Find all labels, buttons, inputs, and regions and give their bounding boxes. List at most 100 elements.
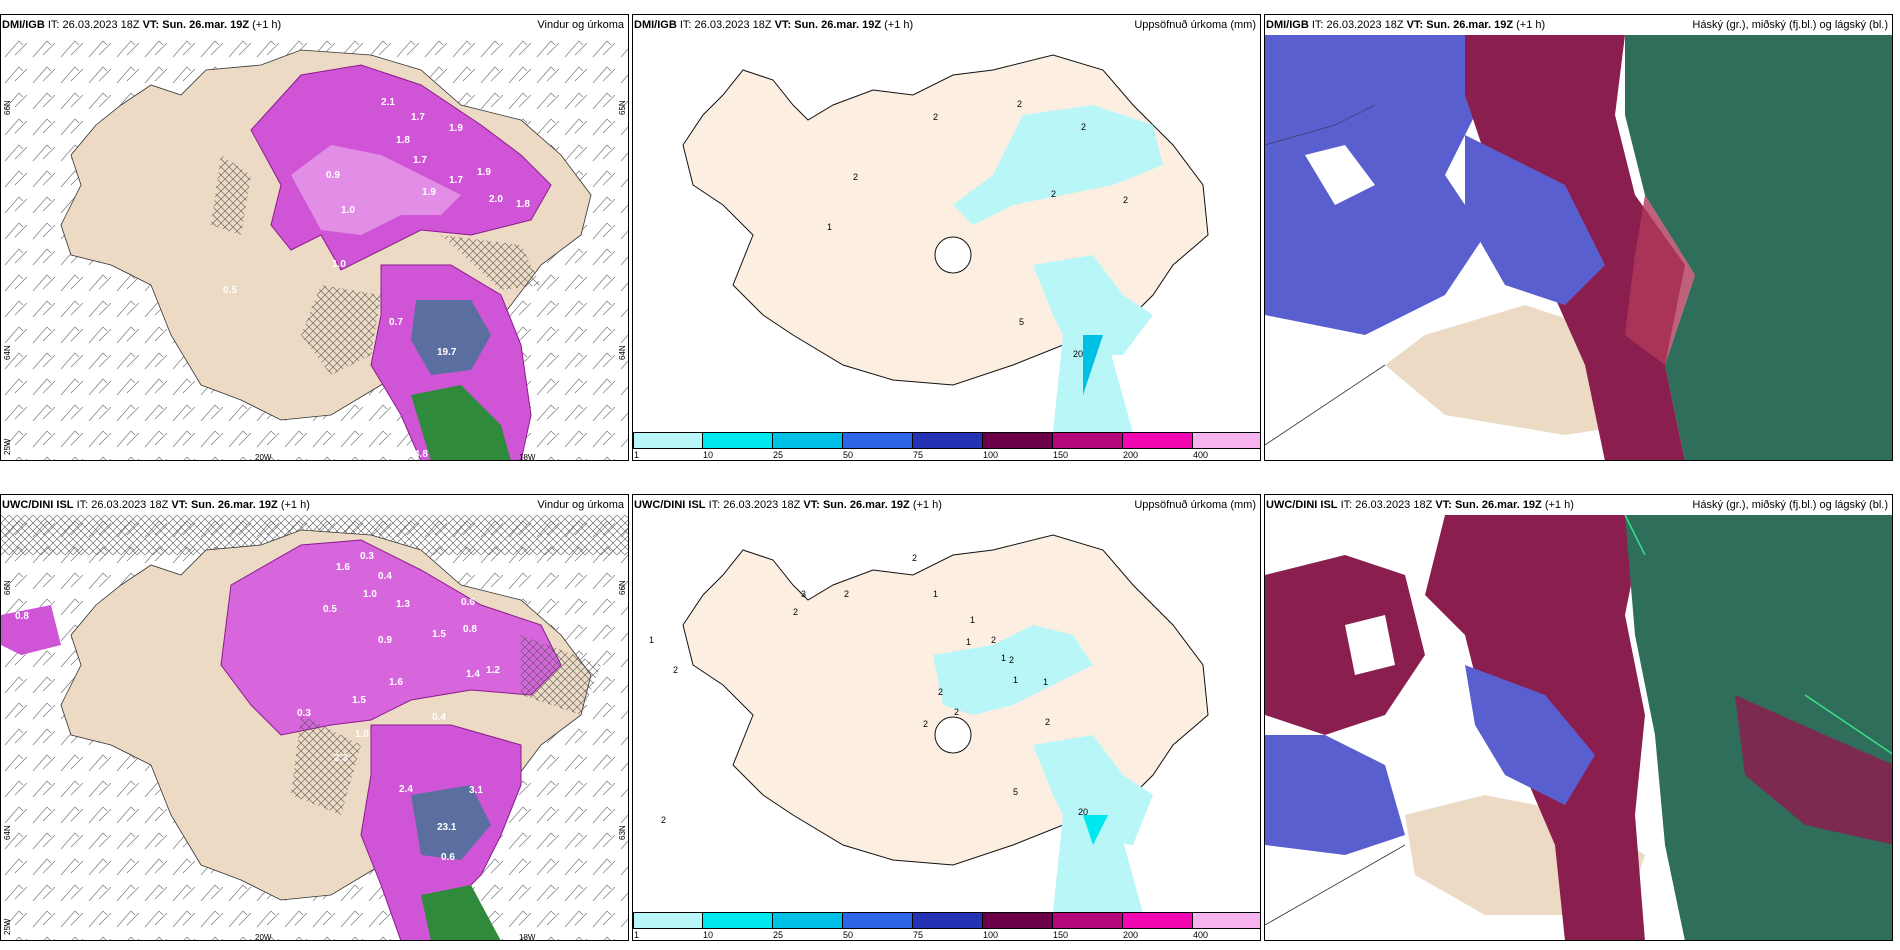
value-label: 1 <box>966 637 971 647</box>
value-label: 1.0 <box>332 259 346 270</box>
panel-dmi-accum-precip: DMI/IGB IT: 26.03.2023 18Z VT: Sun. 26.m… <box>632 14 1261 461</box>
value-label: 0.8 <box>15 611 29 622</box>
lat-label: 64N <box>618 345 627 360</box>
value-label: 2 <box>1051 189 1056 199</box>
value-label: 1 <box>970 615 975 625</box>
colorbar-tick: 1 <box>634 930 640 940</box>
value-label: 2.1 <box>381 97 395 108</box>
colorbar-segment <box>703 912 773 929</box>
it-label: IT: <box>1340 499 1353 511</box>
value-label: 1.0 <box>341 205 355 216</box>
value-label: 4.8 <box>414 449 428 460</box>
value-label: 1.7 <box>449 175 463 186</box>
value-label: 1.4 <box>466 669 480 680</box>
panel-header: DMI/IGB IT: 26.03.2023 18Z VT: Sun. 26.m… <box>633 15 1260 35</box>
colorbar-tick: 75 <box>913 450 924 460</box>
colorbar-segment <box>1053 912 1123 929</box>
lat-label: 25W <box>3 918 12 935</box>
product-title: Háský (gr.), miðský (fj.bl.) og lágský (… <box>1692 499 1888 511</box>
it-label: IT: <box>47 19 60 31</box>
colorbar-segment <box>1123 432 1193 449</box>
value-label: 1.6 <box>389 677 403 688</box>
value-label: 0.9 <box>378 635 392 646</box>
lead-offset: (+1 h) <box>1516 19 1546 31</box>
model-name: UWC/DINI ISL <box>2 499 74 511</box>
colorbar-segment <box>843 912 913 929</box>
lat-label: 66N <box>3 580 12 595</box>
value-label: 2 <box>938 687 943 697</box>
lon-label: 18W <box>519 453 536 461</box>
colorbar-tick: 150 <box>1053 450 1069 460</box>
value-label: 1 <box>933 589 938 599</box>
value-label: 1.7 <box>413 155 427 166</box>
product-title: Háský (gr.), miðský (fj.bl.) og lágský (… <box>1692 19 1888 31</box>
value-label: 2 <box>954 707 959 717</box>
value-label: 2 <box>793 607 798 617</box>
lat-label: 64N <box>3 345 12 360</box>
colorbar-tick: 25 <box>773 930 784 940</box>
value-label: 3 <box>801 589 806 599</box>
value-label: 5 <box>1013 787 1018 797</box>
value-label: 1.0 <box>355 729 369 740</box>
value-label: 2 <box>1017 99 1022 109</box>
init-time: 26.03.2023 18Z <box>694 19 772 31</box>
colorbar-segment <box>913 912 983 929</box>
value-label: 2 <box>923 719 928 729</box>
colorbar-segment <box>1193 432 1260 449</box>
value-label: 2 <box>1045 717 1050 727</box>
colorbar-tick: 200 <box>1123 450 1139 460</box>
colorbar-tick: 100 <box>983 450 999 460</box>
init-time: 26.03.2023 18Z <box>1326 19 1404 31</box>
value-label: 2 <box>661 815 666 825</box>
vt-label: VT: <box>774 19 792 31</box>
value-label: 19.7 <box>437 347 457 358</box>
accum-precip-map: 2 2 3 2 1 1 1 2 2 1 2 1 2 2 2 5 20 2 1 1… <box>649 534 1209 913</box>
valid-time: Sun. 26.mar. 19Z <box>794 19 882 31</box>
panel-header: UWC/DINI ISL IT: 26.03.2023 18Z VT: Sun.… <box>1 495 628 515</box>
lat-label: 25W <box>3 438 12 455</box>
model-name: DMI/IGB <box>1266 19 1309 31</box>
value-label: 1 <box>649 635 654 645</box>
colorbar-tick: 50 <box>843 930 854 940</box>
lat-label: 66N <box>618 580 627 595</box>
colorbar-segment <box>1053 432 1123 449</box>
value-label: 2 <box>673 665 678 675</box>
model-name: UWC/DINI ISL <box>1266 499 1338 511</box>
value-label: 0.6 <box>461 597 475 608</box>
it-label: IT: <box>76 499 89 511</box>
vt-label: VT: <box>171 499 188 511</box>
colorbar-tick: 400 <box>1193 930 1209 940</box>
init-time: 26.03.2023 18Z <box>62 19 140 31</box>
colorbar-tick: 10 <box>703 450 714 460</box>
value-label: 1.9 <box>422 187 436 198</box>
it-label: IT: <box>1311 19 1324 31</box>
value-label: 1.8 <box>396 135 410 146</box>
value-label: 0.3 <box>360 551 374 562</box>
colorbar-segment <box>843 432 913 449</box>
precip-values: 2.1 1.7 1.9 1.8 1.7 0.9 1.7 1.9 1.9 2.0 … <box>223 97 530 460</box>
lead-offset: (+1 h) <box>912 499 942 511</box>
lead-offset: (+1 h) <box>280 499 310 511</box>
colorbar-tick: 75 <box>913 930 924 940</box>
panel-header: DMI/IGB IT: 26.03.2023 18Z VT: Sun. 26.m… <box>1265 15 1892 35</box>
panel-header: UWC/DINI ISL IT: 26.03.2023 18Z VT: Sun.… <box>633 495 1260 515</box>
value-label: 1 <box>1043 677 1048 687</box>
lat-label: 64N <box>3 825 12 840</box>
colorbar-tick: 150 <box>1053 930 1069 940</box>
vt-label: VT: <box>1406 19 1424 31</box>
value-label: 1.3 <box>396 599 410 610</box>
accum-precip-map: 2 2 2 2 2 2 1 5 20 <box>682 54 1209 433</box>
value-label: 2 <box>853 172 858 182</box>
product-title: Uppsöfnuð úrkoma (mm) <box>1134 499 1256 511</box>
product-title: Vindur og úrkoma <box>537 499 624 511</box>
lon-label: 18W <box>519 933 536 941</box>
value-label: 1 <box>827 222 832 232</box>
value-label: 1 <box>1013 675 1018 685</box>
precip-values: 1.6 0.3 0.4 1.0 1.3 1.5 0.5 0.6 0.8 1.2 … <box>15 551 500 863</box>
init-time: 26.03.2023 18Z <box>723 499 801 511</box>
colorbar-tick: 400 <box>1193 450 1209 460</box>
value-label: 1.7 <box>411 112 425 123</box>
colorbar-segment <box>913 432 983 449</box>
colorbar-segment <box>1123 912 1193 929</box>
value-label: 0.4 <box>378 571 392 582</box>
